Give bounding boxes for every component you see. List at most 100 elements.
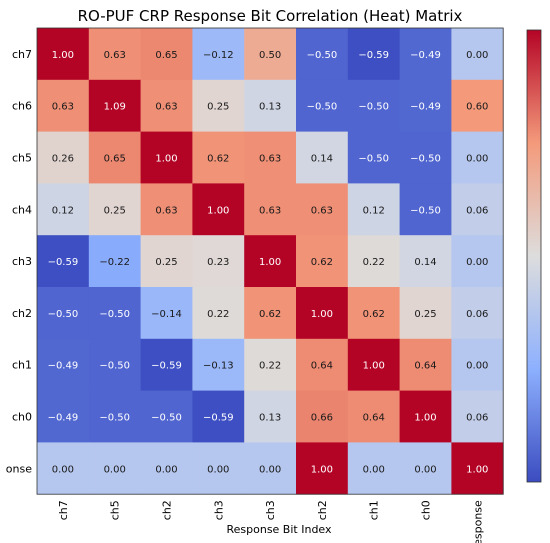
cell-value-label: 0.66 [311,413,333,424]
y-tick-label: ch6 [12,100,32,113]
cell-value-label: 0.63 [259,205,281,216]
cell-value-label: 0.62 [259,309,281,320]
heatmap-cell [140,235,193,288]
heatmap-cell [192,338,245,391]
y-tick-label: ch0 [12,411,32,424]
heatmap-cell [451,28,504,81]
cell-value-label: 0.12 [363,205,385,216]
cell-value-label: −0.49 [410,102,441,113]
heatmap-cell [192,183,245,236]
y-tick-label: ch7 [12,48,32,61]
x-axis-label: Response Bit Index [226,523,332,536]
heatmap-cell [399,28,452,81]
heatmap-cell [399,442,452,495]
cell-value-label: 0.14 [414,257,436,268]
cell-value-label: 0.50 [259,50,281,61]
heatmap-cell [88,442,141,495]
heatmap-cell [296,442,349,495]
heatmap-cell [88,183,141,236]
x-tick-label: ch7 [57,500,70,520]
y-tick-label: ch5 [12,152,32,165]
heatmap-cell [37,79,90,132]
heatmap-cell [88,235,141,288]
colorbar [526,29,542,483]
cell-value-label: 0.65 [104,154,126,165]
heatmap-cell [451,235,504,288]
heatmap-cell [451,338,504,391]
cell-value-label: 0.13 [259,413,281,424]
cell-value-label: 1.00 [259,257,281,268]
heatmap-cell [296,183,349,236]
cell-value-label: 0.00 [466,257,488,268]
heatmap-cell [296,28,349,81]
cell-value-label: 0.64 [311,361,333,372]
cell-value-label: −0.50 [151,413,182,424]
heatmap-cell [37,131,90,184]
cell-value-label: −0.59 [358,50,389,61]
heatmap-cell [37,235,90,288]
heatmap-cell [399,287,452,340]
heatmap-cells [36,27,504,495]
heatmap-cell [399,390,452,443]
heatmap-cell [37,183,90,236]
chart-title: RO-PUF CRP Response Bit Correlation (Hea… [78,7,463,25]
cell-value-label: −0.50 [99,361,130,372]
cell-value-label: −0.13 [203,361,234,372]
cell-value-label: −0.50 [410,154,441,165]
cell-value-label: 0.00 [207,464,229,475]
cell-value-label: 0.06 [466,309,488,320]
heatmap-cell [347,131,400,184]
cell-value-label: −0.59 [203,413,234,424]
cell-value-label: 0.00 [363,464,385,475]
cell-value-label: 0.23 [207,257,229,268]
cell-value-label: 0.26 [52,154,74,165]
heatmap-cell [140,390,193,443]
cell-value-label: 0.63 [52,102,74,113]
heatmap-cell [140,287,193,340]
cell-value-label: 0.06 [466,205,488,216]
cell-value-label: 0.13 [259,102,281,113]
cell-value-label: 0.00 [155,464,177,475]
matrix-frame [36,27,504,495]
cell-value-label: 1.00 [311,464,333,475]
heatmap-cell [88,287,141,340]
y-tick-label: ch4 [12,203,32,216]
cell-value-label: −0.50 [99,309,130,320]
cell-value-label: −0.50 [410,205,441,216]
cell-value-label: 0.00 [259,464,281,475]
cell-value-label: −0.59 [151,361,182,372]
heatmap-cell [244,390,297,443]
heatmap-cell [244,183,297,236]
cell-value-label: 0.64 [363,413,385,424]
heatmap-cell [140,28,193,81]
heatmap-cell [37,442,90,495]
x-tick-label: ch3 [212,500,225,520]
x-tick-labels: ch7 ch5 ch2 ch3 ch3 ch2 ch1 ch0 response [57,500,484,543]
y-tick-label: ch1 [12,359,32,372]
cell-value-label: 0.00 [466,154,488,165]
heatmap-cell [399,183,452,236]
heatmap-cell [37,287,90,340]
cell-value-label: 0.63 [155,205,177,216]
cell-value-label: −0.50 [358,102,389,113]
heatmap-value-labels: 1.00 0.63 0.65 −0.12 0.50 −0.50 −0.59 −0.49 0.00… [48,50,489,475]
cell-value-label: 0.14 [311,154,333,165]
heatmap-cell [296,79,349,132]
heatmap-cell [192,390,245,443]
heatmap-cell [347,442,400,495]
cell-value-label: 0.63 [259,154,281,165]
heatmap-cell [140,131,193,184]
heatmap-cell [451,131,504,184]
cell-value-label: 0.12 [52,205,74,216]
heatmap-cell [347,28,400,81]
heatmap-cell [244,79,297,132]
heatmap-cell [296,235,349,288]
x-tick-label: ch5 [109,500,122,520]
cell-value-label: 1.00 [207,205,229,216]
cell-value-label: 0.65 [155,50,177,61]
cell-value-label: −0.49 [410,50,441,61]
cell-value-label: 0.62 [311,257,333,268]
heatmap-cell [451,183,504,236]
cell-value-label: 0.25 [207,102,229,113]
heatmap-cell [451,287,504,340]
